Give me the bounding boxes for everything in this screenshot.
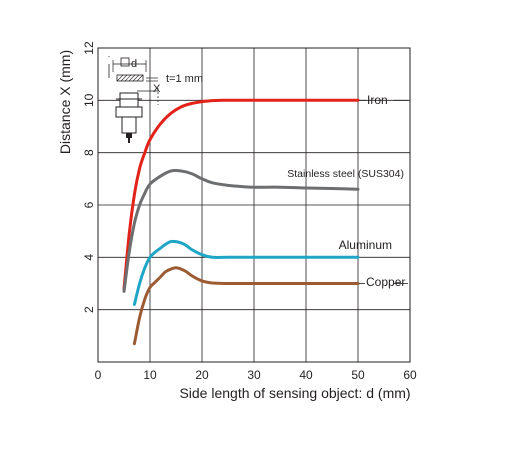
inset-d-label: d xyxy=(131,58,137,70)
target-plate-icon xyxy=(116,74,144,82)
y-tick-label: 12 xyxy=(82,41,96,55)
x-tick-label: 10 xyxy=(143,368,157,382)
chart-grid xyxy=(98,48,410,362)
series-line-3 xyxy=(132,266,360,346)
series-label: Stainless steel (SUS304) xyxy=(287,168,404,180)
sensor-diagram-icon: d t=1 mm X xyxy=(108,56,203,143)
series-line-1 xyxy=(122,168,360,293)
y-tick-label: 8 xyxy=(82,149,96,156)
x-tick-label: 30 xyxy=(247,368,261,382)
y-axis-title: Distance X (mm) xyxy=(57,50,73,154)
x-axis-title: Side length of sensing object: d (mm) xyxy=(179,385,410,401)
chart-series-labels: Iron Stainless steel (SUS304) Aluminum Copp… xyxy=(287,93,408,289)
x-tick-label: 20 xyxy=(195,368,209,382)
chart-series xyxy=(122,98,360,346)
y-tick-label: 10 xyxy=(82,93,96,107)
y-tick-label: 6 xyxy=(82,201,96,208)
chart-tick-labels: 0 10 20 30 40 50 60 2 4 6 8 10 12 xyxy=(82,41,417,382)
inset-x-label: X xyxy=(153,83,161,95)
x-tick-label: 60 xyxy=(403,368,417,382)
x-tick-label: 40 xyxy=(299,368,313,382)
series-label: Copper xyxy=(366,275,405,289)
x-tick-label: 50 xyxy=(351,368,365,382)
series-line-2 xyxy=(132,239,360,306)
d-square-icon xyxy=(120,57,130,67)
plot-frame xyxy=(97,47,411,363)
series-line-0 xyxy=(122,98,360,291)
series-label: Iron xyxy=(367,93,388,107)
x-tick-label: 0 xyxy=(95,368,102,382)
y-tick-label: 2 xyxy=(82,306,96,313)
series-label: Aluminum xyxy=(339,238,392,252)
chart-axes xyxy=(97,47,411,363)
inset-thickness-label: t=1 mm xyxy=(166,73,203,85)
y-tick-label: 4 xyxy=(82,254,96,261)
